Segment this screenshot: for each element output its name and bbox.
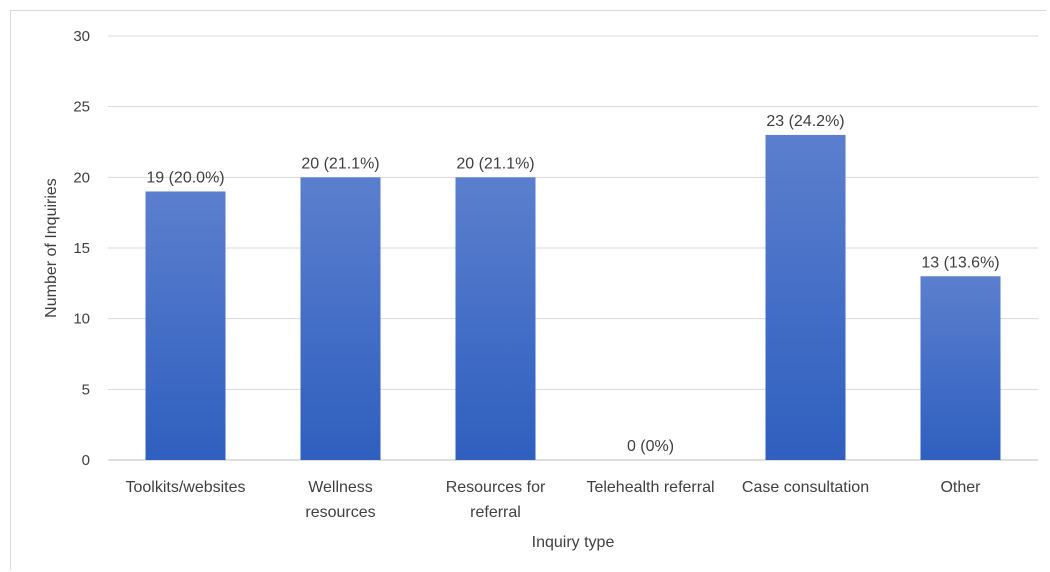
gridlines: [108, 35, 1038, 461]
x-axis-title: Inquiry type: [532, 534, 615, 551]
x-category-label: Resources for referral: [446, 479, 546, 521]
data-label: 20 (21.1%): [456, 155, 534, 172]
chart-frame: [10, 10, 1046, 570]
bar: [455, 177, 536, 461]
y-tick-label: 30: [73, 28, 90, 45]
y-tick-label: 20: [73, 169, 90, 186]
data-label: 23 (24.2%): [766, 113, 844, 130]
data-label: 19 (20.0%): [146, 169, 224, 186]
y-axis-title: Number of Inquiries: [43, 178, 60, 318]
y-tick-label: 25: [73, 99, 90, 116]
bars: [145, 134, 1001, 461]
x-category-label: Case consultation: [742, 479, 869, 496]
x-category-label: Wellness resources: [305, 479, 375, 521]
data-labels: 19 (20.0%) 20 (21.1%) 20 (21.1%) 0 (0%) 23 (…: [146, 113, 999, 455]
x-axis-category-labels: Toolkits/websites Wellness resources Resour…: [125, 479, 981, 521]
y-tick-label: 5: [82, 381, 90, 398]
x-category-label: Telehealth referral: [586, 479, 714, 496]
y-axis-ticks: 0 5 10 15 20 25 30: [73, 28, 90, 469]
bar: [920, 276, 1001, 460]
y-tick-label: 10: [73, 311, 90, 328]
bar: [300, 177, 381, 461]
bar: [765, 134, 846, 460]
y-tick-label: 15: [73, 240, 90, 257]
data-label: 20 (21.1%): [301, 155, 379, 172]
data-label: 0 (0%): [627, 438, 674, 455]
y-tick-label: 0: [82, 452, 90, 469]
x-category-label: Toolkits/websites: [125, 479, 245, 496]
data-label: 13 (13.6%): [921, 254, 999, 271]
bar: [145, 191, 226, 460]
x-category-label: Other: [940, 479, 981, 496]
